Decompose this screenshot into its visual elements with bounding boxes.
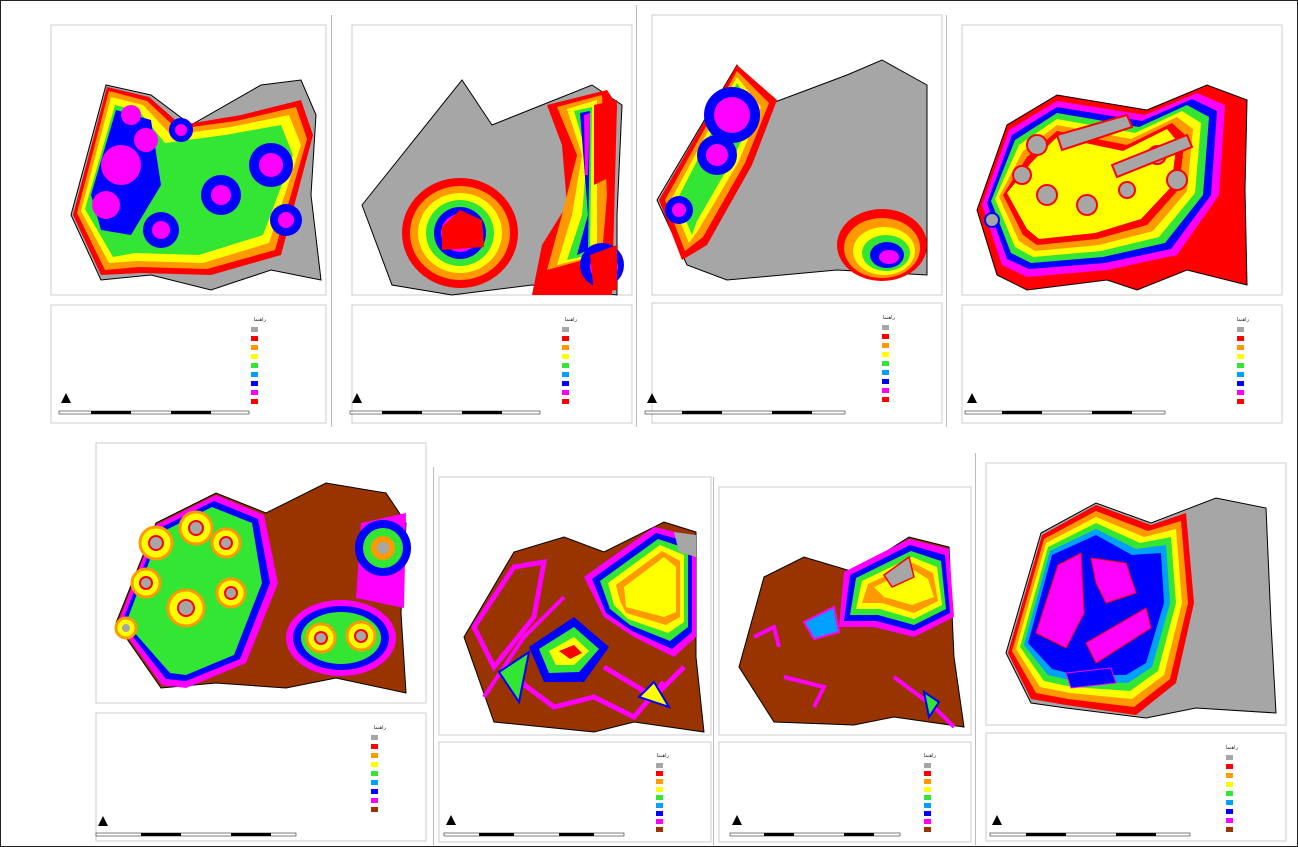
map-6-legend: راهنما (656, 753, 670, 832)
map-8-legend: راهنما (1226, 745, 1239, 832)
map-5-legend: راهنما (371, 725, 387, 812)
map-2-svg: راهنما (349, 24, 633, 424)
map-5-svg: راهنما (95, 442, 427, 842)
map-3-legend: راهنما (882, 315, 896, 402)
map-2-legend: راهنما (562, 317, 578, 404)
map-3-zones (656, 59, 928, 281)
map-4-zones (976, 84, 1248, 291)
map-4-svg: راهنما (961, 24, 1283, 424)
svg-text:راهنما: راهنما (883, 315, 896, 321)
svg-text:راهنما: راهنما (1226, 745, 1239, 751)
map-panel-5: راهنما (86, 433, 431, 845)
map-panel-8: راهنما (975, 453, 1289, 845)
map-7-svg: راهنما (718, 486, 972, 843)
map-1-legend: راهنما (251, 317, 267, 404)
map-4-scalebar (964, 393, 1166, 415)
map-panel-6: راهنما (433, 467, 713, 845)
map-panel-4: راهنما (946, 15, 1286, 427)
map-panel-7: راهنما (713, 477, 975, 845)
map-6-scalebar (443, 815, 625, 837)
map-3-scalebar (644, 393, 846, 415)
map-1-svg: راهنما (50, 24, 327, 424)
map-6-zones (463, 521, 705, 733)
map-1-zones (70, 79, 322, 291)
map-8-svg: راهنما (985, 462, 1287, 842)
map-2-zones (361, 79, 624, 296)
map-7-zones (738, 536, 965, 729)
map-3-svg: راهنما (644, 14, 943, 424)
map-6-svg: راهنما (438, 476, 712, 843)
svg-text:راهنما: راهنما (1237, 317, 1250, 323)
map-4-legend: راهنما (1237, 317, 1250, 404)
map-1-scalebar (58, 393, 250, 415)
map-5-scalebar (95, 816, 297, 837)
svg-text:راهنما: راهنما (924, 753, 937, 759)
map-panel-1: راهنما (31, 15, 331, 427)
svg-text:راهنما: راهنما (657, 753, 670, 759)
map-5-zones (114, 482, 411, 694)
map-panel-2: راهنما (331, 15, 636, 427)
svg-text:راهنما: راهنما (565, 317, 578, 323)
map-panel-3: راهنما (636, 5, 946, 427)
svg-text:راهنما: راهنما (254, 317, 267, 323)
map-2-scalebar (349, 393, 541, 415)
map-8-zones (1005, 497, 1277, 719)
map-8-scalebar (989, 815, 1191, 837)
map-7-scalebar (729, 815, 901, 837)
map-7-legend: راهنما (924, 753, 937, 832)
svg-text:راهنما: راهنما (374, 725, 387, 731)
